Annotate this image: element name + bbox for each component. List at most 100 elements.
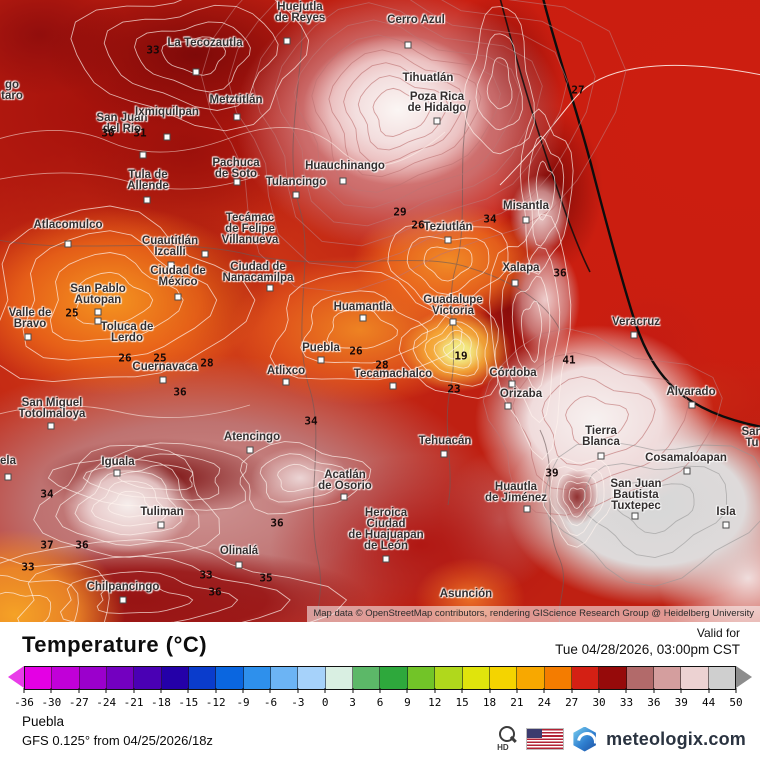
isotherm-value: 36 <box>75 538 89 552</box>
valid-for-label: Valid for <box>696 626 740 640</box>
city-marker <box>382 555 390 563</box>
isotherm-value: 26 <box>349 344 363 358</box>
isotherm-value: 33 <box>21 560 35 574</box>
city-label: Asunción <box>439 588 493 600</box>
admin-boundaries <box>0 0 564 622</box>
colorbar-tick-label: -3 <box>291 696 305 709</box>
city-marker <box>143 196 151 204</box>
colorbar-segment <box>626 667 654 689</box>
city-marker <box>511 279 519 287</box>
city-label: San Pablo Autopan <box>70 283 126 306</box>
city-marker <box>4 473 12 481</box>
colorbar-segment <box>298 667 326 689</box>
city-label: Ciudad de Nanacamilpa <box>222 261 294 284</box>
colorbar-segment <box>489 667 518 689</box>
city-label: Iguala <box>101 456 135 468</box>
city-label: Teziutlán <box>423 221 473 233</box>
city-marker <box>94 317 102 325</box>
city-label: Tihuatlán <box>402 72 454 84</box>
city-label: Acatlán de Osorio <box>318 469 372 492</box>
city-label: Alvarado <box>666 386 716 398</box>
colorbar-tick-label: -27 <box>68 696 89 709</box>
colorbar-tick-label: 30 <box>592 696 606 709</box>
meteologix-brand-text[interactable]: meteologix.com <box>606 728 746 749</box>
city-marker <box>421 93 429 101</box>
isotherm-value: 19 <box>454 349 468 363</box>
colorbar-tick-label: 9 <box>404 696 411 709</box>
colorbar-tick-label: -21 <box>123 696 144 709</box>
city-label: Tierra Blanca <box>582 425 620 448</box>
colorbar-segment <box>653 667 682 689</box>
model-meta: Puebla GFS 0.125° from 04/25/2026/18z <box>22 714 213 748</box>
isotherm-value: 25 <box>65 306 79 320</box>
colorbar-segment <box>243 667 272 689</box>
city-marker <box>64 240 72 248</box>
city-marker <box>233 178 241 186</box>
city-label: La Tecozautla <box>167 37 243 49</box>
colorbar-tick-label: -30 <box>41 696 62 709</box>
city-marker <box>449 318 457 326</box>
city-label: Chilpancingo <box>86 581 160 593</box>
hd-zoom-icon[interactable]: HD <box>496 725 518 753</box>
city-marker <box>389 382 397 390</box>
city-label: Atlacomulco <box>33 219 103 231</box>
city-label: Xalapa <box>502 262 540 274</box>
colorbar-segment <box>708 667 735 689</box>
isotherm-rings <box>0 0 760 622</box>
city-label: Veracruz <box>612 316 660 328</box>
city-label: Cuernavaca <box>132 361 198 373</box>
colorbar-zone: -36 -30 -27 -24 -21 -18 -15 -12 -9 -6 -3 0 3 6 9 12 15 18… <box>0 666 760 726</box>
colorbar-tick-label: 50 <box>729 696 743 709</box>
city-label: Atencingo <box>223 431 281 443</box>
colorbar-segment <box>681 667 709 689</box>
city-marker <box>440 450 448 458</box>
city-marker <box>340 493 348 501</box>
colorbar-tick-label: -18 <box>150 696 171 709</box>
map-attribution: Map data © OpenStreetMap contributors, r… <box>307 606 760 622</box>
city-marker <box>433 117 441 125</box>
isotherm-value: 34 <box>483 212 497 226</box>
colorbar-segment <box>407 667 436 689</box>
isotherm-value: 34 <box>40 487 54 501</box>
city-label: Huamantla <box>333 301 393 313</box>
isotherm-value: 33 <box>199 568 213 582</box>
colorbar-segment <box>52 667 80 689</box>
legend-title: Temperature (°C) <box>22 632 208 657</box>
city-marker <box>246 446 254 454</box>
isotherm-value: 26 <box>411 218 425 232</box>
us-flag-icon[interactable] <box>526 728 565 750</box>
isotherm-value: 28 <box>200 356 214 370</box>
city-label: SanTu <box>741 426 760 449</box>
colorbar-tick-label: -24 <box>96 696 117 709</box>
city-marker <box>159 376 167 384</box>
colorbar-right-arrow <box>736 666 752 688</box>
isotherm-value: 29 <box>393 205 407 219</box>
meteologix-logo-icon[interactable] <box>573 726 596 752</box>
region-label: Puebla <box>22 714 65 729</box>
isotherm-value: 36 <box>208 585 222 599</box>
city-label: Huejutla de Reyes <box>274 1 326 24</box>
city-label: Tula de Allende <box>127 169 169 192</box>
isotherm-value: 27 <box>571 83 585 97</box>
city-marker <box>722 521 730 529</box>
isotherm-value: 30 <box>101 126 115 140</box>
colorbar-tick-label: -6 <box>263 696 278 709</box>
isotherm-value: 37 <box>40 538 54 552</box>
city-marker <box>508 380 516 388</box>
colorbar-tick-label: 21 <box>510 696 524 709</box>
city-marker <box>235 561 243 569</box>
colorbar-tick-label: 36 <box>647 696 661 709</box>
contour-lines-layer <box>0 0 760 622</box>
city-marker <box>504 402 512 410</box>
city-label: Pachuca de Soto <box>212 157 260 180</box>
colorbar-tick-label: 44 <box>701 696 716 709</box>
colorbar-ticks: -36 -30 -27 -24 -21 -18 -15 -12 -9 -6 -3 0 3 6 9 12 15 18… <box>14 688 743 718</box>
colorbar-segment <box>571 667 600 689</box>
city-label: Guadalupe Victoria <box>423 294 483 317</box>
city-marker <box>292 191 300 199</box>
city-marker <box>317 356 325 364</box>
isotherm-value: 23 <box>447 382 461 396</box>
colorbar-tick-label: 12 <box>428 696 442 709</box>
colorbar-segment <box>161 667 190 689</box>
